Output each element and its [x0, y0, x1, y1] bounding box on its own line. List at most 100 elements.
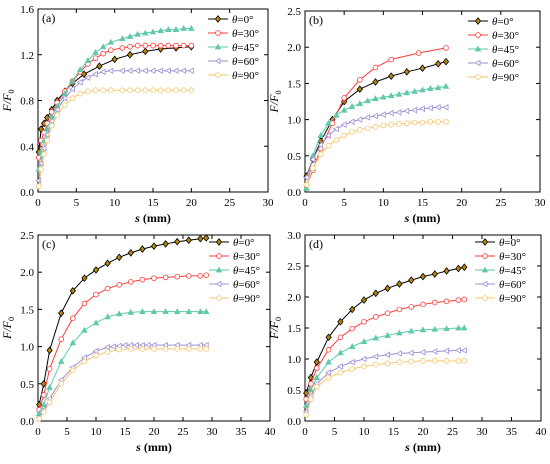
data-point — [81, 358, 88, 365]
data-point — [69, 95, 76, 102]
data-point — [151, 346, 157, 352]
chart-panel: 0 5 10 15 20 25 30 35 40 0.0 0.5 1.0 1.5 2.0 2.5 3.0 s (… — [267, 230, 547, 454]
data-point — [387, 109, 394, 117]
legend-entry: θ=0° — [232, 14, 254, 26]
data-point — [92, 266, 100, 274]
data-point — [461, 358, 468, 364]
y-tick-label: 1.2 — [20, 50, 34, 62]
y-tick-label: 0.5 — [287, 151, 301, 163]
data-point — [115, 310, 123, 317]
data-point — [403, 67, 410, 76]
data-point — [454, 347, 461, 354]
data-point — [36, 415, 42, 422]
data-point — [46, 384, 53, 390]
y-tick-label: 2.5 — [287, 261, 301, 273]
legend-marker — [482, 295, 488, 301]
data-point — [455, 264, 462, 273]
y-tick-label: 0.4 — [20, 141, 34, 153]
data-point — [455, 297, 462, 303]
data-point — [150, 308, 158, 315]
data-point — [372, 361, 379, 368]
data-point — [157, 27, 164, 34]
data-point — [341, 132, 347, 139]
data-point — [426, 104, 433, 112]
y-tick-label: 2.0 — [287, 42, 301, 54]
data-point — [141, 67, 148, 75]
x-tick-label: 20 — [186, 197, 198, 209]
legend-marker — [214, 15, 222, 23]
data-point — [348, 118, 355, 126]
data-point — [127, 43, 133, 50]
data-point — [173, 308, 181, 315]
data-point — [442, 57, 450, 66]
data-point — [92, 347, 99, 355]
series-line — [306, 61, 447, 177]
data-point — [443, 325, 450, 332]
data-point — [81, 326, 88, 333]
data-point — [310, 165, 316, 171]
data-point — [360, 338, 368, 345]
data-point — [443, 267, 450, 275]
data-point — [460, 347, 467, 354]
data-point — [313, 365, 320, 372]
data-point — [395, 90, 403, 97]
data-point — [186, 346, 192, 352]
data-point — [379, 111, 386, 118]
data-point — [40, 401, 48, 408]
data-point — [44, 137, 50, 144]
data-point — [384, 360, 391, 367]
series-line — [305, 298, 465, 400]
data-point — [99, 43, 107, 50]
data-point — [419, 272, 427, 281]
data-point — [100, 87, 106, 94]
data-point — [313, 384, 320, 390]
y-tick-label: 2.5 — [20, 230, 34, 242]
y-tick-label: 1.0 — [20, 342, 34, 354]
data-point — [411, 106, 418, 114]
data-point — [431, 270, 438, 278]
data-point — [357, 76, 363, 83]
panel-label: (c) — [42, 237, 55, 251]
data-point — [332, 125, 339, 133]
data-point — [443, 358, 450, 364]
data-point — [427, 118, 434, 125]
data-point — [349, 325, 356, 332]
data-point — [69, 339, 77, 346]
data-point — [419, 326, 427, 333]
data-point — [134, 67, 141, 75]
data-point — [108, 47, 114, 53]
data-point — [396, 329, 403, 336]
data-point — [100, 50, 106, 57]
data-point — [360, 355, 367, 363]
data-point — [197, 234, 204, 243]
data-point — [134, 42, 141, 49]
data-point — [57, 358, 65, 364]
data-point — [104, 259, 111, 268]
y-tick-label: 2.5 — [287, 6, 301, 18]
data-point — [434, 84, 442, 91]
data-point — [127, 308, 135, 315]
data-point — [164, 67, 171, 75]
data-point — [317, 151, 324, 158]
data-point — [419, 105, 425, 113]
series-line — [38, 348, 207, 420]
data-point — [84, 74, 91, 81]
legend-entry: θ=90° — [499, 293, 526, 305]
y-tick-label: 0.0 — [287, 187, 301, 199]
x-tick-label: 5 — [64, 426, 70, 438]
data-point — [203, 234, 210, 242]
data-point — [325, 119, 332, 126]
data-point — [139, 308, 146, 315]
data-point — [396, 121, 402, 127]
data-point — [203, 346, 210, 352]
x-tick-label: 10 — [359, 426, 371, 438]
data-point — [307, 386, 315, 393]
data-point — [93, 352, 99, 359]
chart-panel: 0 5 10 15 20 25 30 0.0 0.5 1.0 1.5 2.0 2.5 s (mm) F/F0… — [267, 6, 546, 225]
legend-marker — [481, 238, 489, 246]
legend-entry: θ=45° — [499, 265, 526, 277]
data-point — [40, 392, 47, 398]
data-point — [337, 349, 344, 356]
data-point — [340, 121, 347, 128]
data-point — [348, 358, 355, 366]
